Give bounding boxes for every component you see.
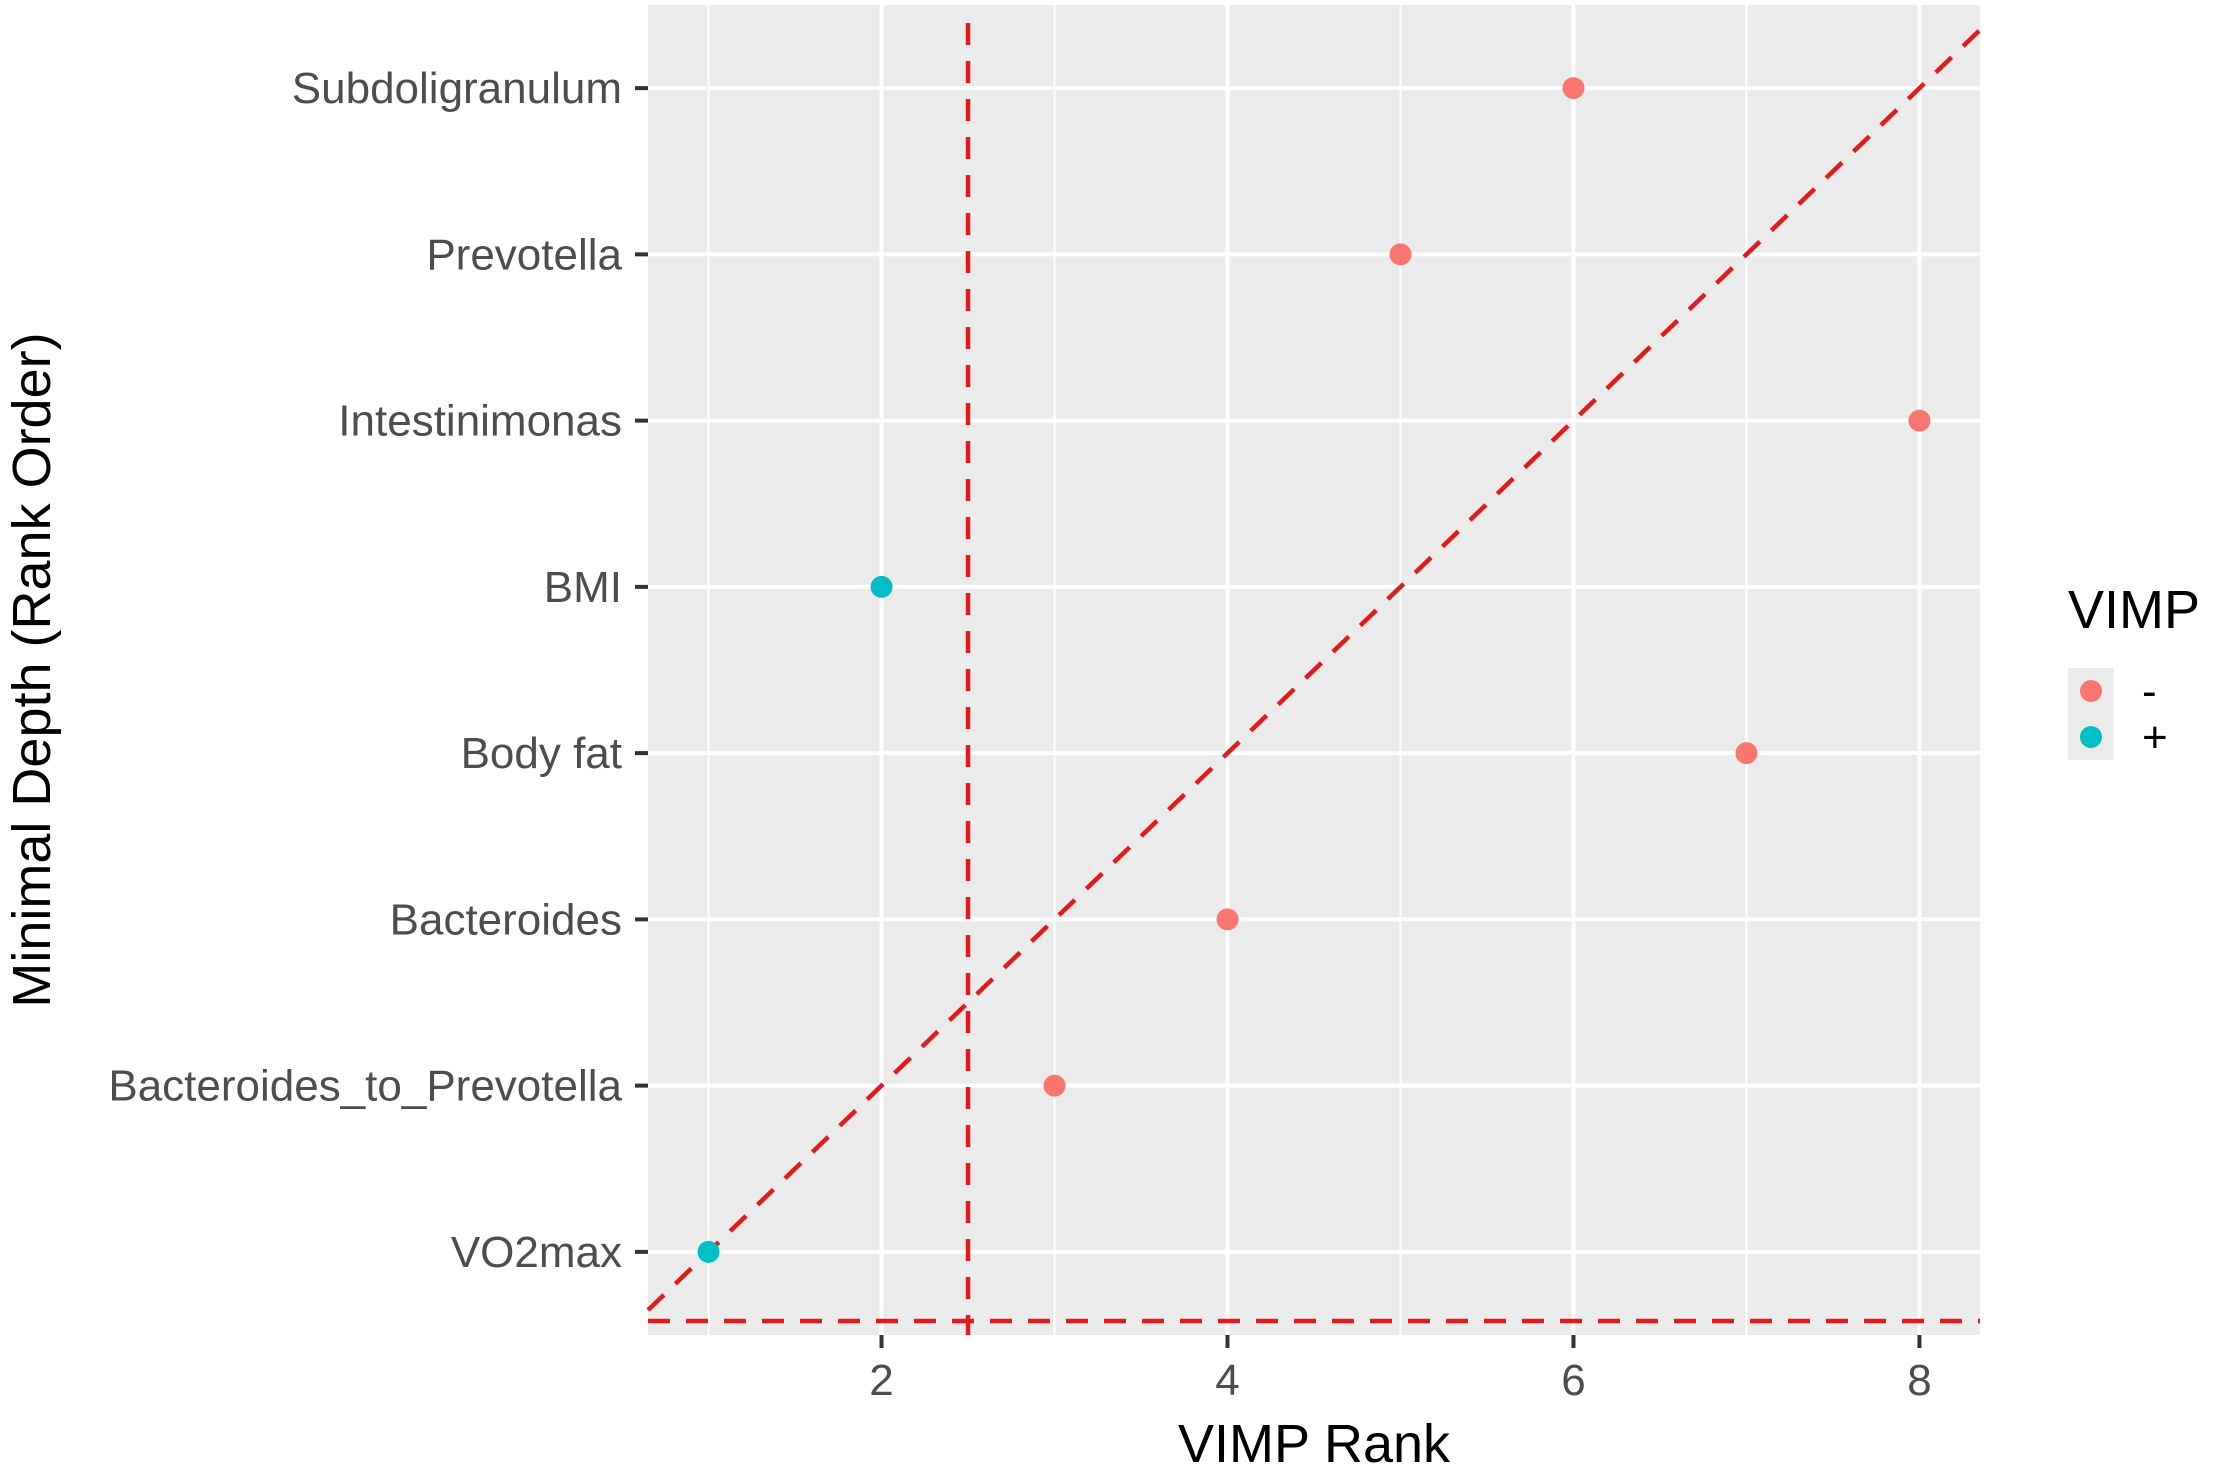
y-tick-label: Bacteroides (390, 895, 622, 944)
legend-swatch (2080, 726, 2102, 748)
y-tick-label: Intestinimonas (338, 397, 622, 446)
y-tick-label: Body fat (461, 729, 622, 778)
legend-title: VIMP (2068, 580, 2200, 640)
point-bmi (870, 575, 893, 598)
x-tick-label: 8 (1907, 1356, 1931, 1405)
point-subdoligranulum (1562, 77, 1585, 100)
point-bacteroides-to-prevotella (1043, 1074, 1066, 1097)
legend-label: - (2142, 667, 2157, 716)
point-bacteroides (1216, 908, 1239, 931)
legend: VIMP -+ (2068, 580, 2200, 762)
legend-swatch (2080, 680, 2102, 702)
x-tick-label: 4 (1215, 1356, 1239, 1405)
x-tick-label: 2 (869, 1356, 893, 1405)
x-tick-label: 6 (1561, 1356, 1585, 1405)
major-gridlines (648, 5, 1980, 1335)
x-axis-title: VIMP Rank (1178, 1414, 1451, 1469)
y-tick-label: Bacteroides_to_Prevotella (108, 1062, 622, 1111)
y-axis-title: Minimal Depth (Rank Order) (2, 332, 62, 1007)
reference-lines (646, 23, 1982, 1335)
point-vo2max (697, 1240, 720, 1263)
y-tick-label: BMI (544, 563, 622, 612)
point-intestinimonas (1908, 409, 1931, 432)
y-tick-label: Subdoligranulum (292, 64, 622, 113)
y-tick-label: Prevotella (426, 230, 622, 279)
x-axis: 2 4 6 8 (869, 1335, 1932, 1405)
data-points (697, 77, 1931, 1263)
point-prevotella (1389, 243, 1412, 266)
minor-gridlines (707, 5, 1748, 1335)
y-axis: VO2max Bacteroides_to_Prevotella Bacteroid… (108, 64, 648, 1277)
y-tick-label: VO2max (451, 1228, 622, 1277)
point-body-fat (1735, 742, 1758, 765)
legend-label: + (2142, 713, 2168, 762)
diagonal-reference-line (646, 28, 1982, 1312)
